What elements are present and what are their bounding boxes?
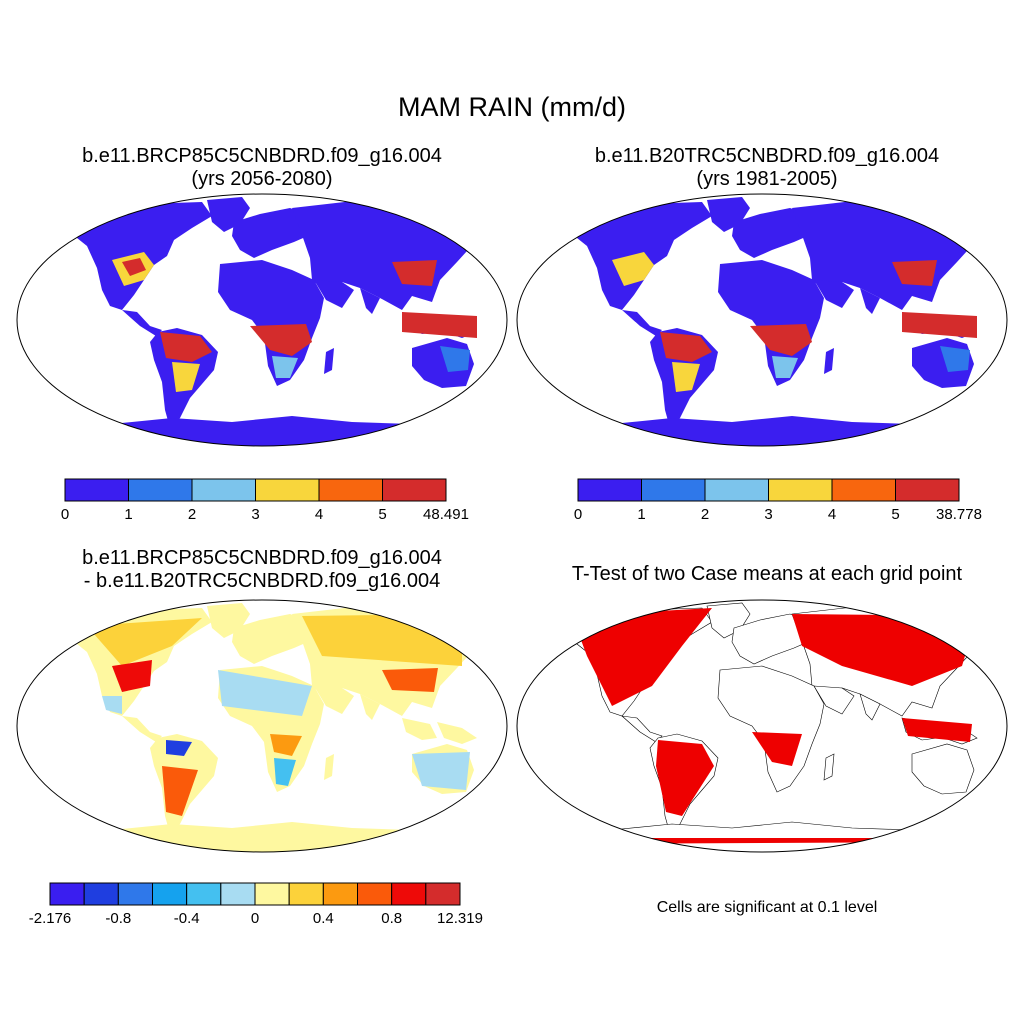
colorbar-cell: [49, 882, 85, 906]
colorbar-tick-label: 5: [891, 506, 900, 523]
globe-outline: [516, 193, 1008, 447]
panel-title-line1: T-Test of two Case means at each grid po…: [571, 563, 963, 585]
colorbar-cell: [382, 478, 447, 502]
panel-title-line2: (yrs 2056-2080): [191, 168, 333, 190]
colorbar-cell: [391, 882, 427, 906]
globe-outline: [16, 193, 508, 447]
panel-title-historical: b.e11.B20TRC5CNBDRD.f09_g16.004 (yrs 198…: [517, 145, 1017, 191]
panel-title-line2: - b.e11.B20TRC5CNBDRD.f09_g16.004: [83, 570, 441, 592]
colorbar-tick-label: 4: [314, 506, 324, 523]
colorbar-cell: [322, 882, 359, 906]
colorbar-cell: [152, 882, 188, 906]
colorbar-cell: [641, 478, 706, 502]
colorbar-cell: [577, 478, 642, 502]
colorbar-cell: [191, 478, 256, 502]
map-difference: [16, 599, 508, 853]
panel-title-line2: (yrs 1981-2005): [696, 168, 838, 190]
colorbar-cell: [186, 882, 222, 906]
colorbar-cell: [288, 882, 324, 906]
colorbar-labels-difference: -2.176 -0.8 -0.4 0 0.4 0.8 12.319: [0, 910, 1024, 930]
panel-title-line1: b.e11.BRCP85C5CNBDRD.f09_g16.004: [82, 547, 442, 569]
colorbar-tick-label: 0: [573, 506, 583, 523]
figure-title: MAM RAIN (mm/d): [398, 92, 626, 122]
colorbar-tick-label: 4: [827, 506, 837, 523]
colorbar-historical: [577, 478, 960, 502]
colorbar-cell: [117, 882, 154, 906]
colorbar-cell: [318, 478, 383, 502]
colorbar-cell: [425, 882, 461, 906]
panel-title-line1: b.e11.BRCP85C5CNBDRD.f09_g16.004: [82, 145, 442, 167]
panel-title-future: b.e11.BRCP85C5CNBDRD.f09_g16.004 (yrs 20…: [12, 145, 512, 191]
colorbar-tick-label: 0.8: [381, 910, 403, 927]
colorbar-labels-historical: 0 1 2 3 4 5 38.778: [0, 506, 1024, 526]
panel-title-ttest: T-Test of two Case means at each grid po…: [517, 563, 1017, 586]
globe-outline: [16, 599, 508, 853]
colorbar-future: [64, 478, 447, 502]
colorbar-tick-label: 12.319: [437, 910, 483, 927]
colorbar-tick-label: 1: [124, 506, 133, 523]
colorbar-tick-label: 38.778: [936, 506, 982, 523]
panel-title-line1: b.e11.B20TRC5CNBDRD.f09_g16.004: [594, 145, 940, 167]
colorbar-cell: [357, 882, 393, 906]
colorbar-cell: [220, 882, 256, 906]
colorbar-labels-future: 0 1 2 3 4 5 48.491: [0, 506, 1024, 526]
colorbar-cell: [704, 478, 769, 502]
colorbar-cell: [254, 882, 290, 906]
colorbar-tick-label: -0.4: [173, 910, 200, 927]
colorbar-cell: [64, 478, 129, 502]
colorbar-cell: [895, 478, 960, 502]
colorbar-difference: [49, 882, 461, 906]
map-ttest: [516, 599, 1008, 853]
colorbar-cell: [128, 478, 193, 502]
panel-title-difference: b.e11.BRCP85C5CNBDRD.f09_g16.004 - b.e11…: [12, 547, 512, 593]
colorbar-tick-label: 0: [250, 910, 260, 927]
colorbar-tick-label: 0: [60, 506, 70, 523]
colorbar-tick-label: 48.491: [423, 506, 469, 523]
colorbar-tick-label: 3: [764, 506, 773, 523]
colorbar-tick-label: -0.8: [105, 910, 132, 927]
colorbar-tick-label: 2: [187, 506, 197, 523]
map-historical: [516, 193, 1008, 447]
colorbar-tick-label: 1: [637, 506, 646, 523]
colorbar-cell: [831, 478, 896, 502]
globe-outline: [516, 599, 1008, 853]
map-future: [16, 193, 508, 447]
significance-note: Cells are significant at 0.1 level: [656, 899, 878, 916]
colorbar-cell: [83, 882, 119, 906]
colorbar-cell: [255, 478, 320, 502]
colorbar-tick-label: 2: [700, 506, 710, 523]
colorbar-tick-label: -2.176: [28, 910, 72, 927]
colorbar-tick-label: 3: [251, 506, 260, 523]
colorbar-cell: [768, 478, 833, 502]
colorbar-tick-label: 0.4: [312, 910, 334, 927]
colorbar-tick-label: 5: [378, 506, 387, 523]
